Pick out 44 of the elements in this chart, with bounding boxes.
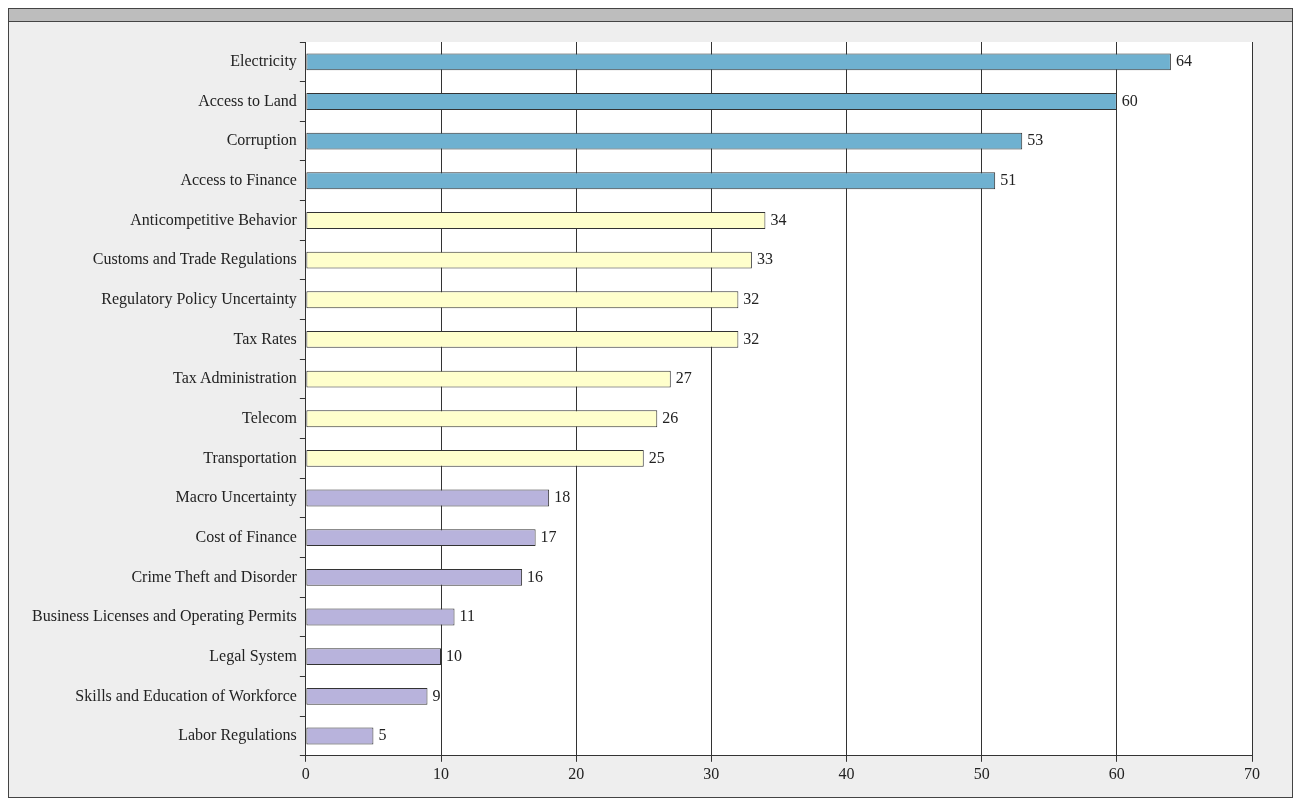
y-tick-label: Business Licenses and Operating Permits	[32, 607, 297, 626]
x-tick-label: 60	[1108, 764, 1125, 782]
y-tick-label: Access to Finance	[180, 171, 297, 188]
y-tick-label: Tax Administration	[173, 369, 297, 387]
y-tick-label: Corruption	[226, 131, 297, 150]
y-tick-label: Anticompetitive Behavior	[130, 210, 298, 229]
data-label: 25	[648, 448, 665, 466]
data-label: 26	[662, 408, 679, 426]
data-label: 16	[527, 567, 544, 585]
y-tick-label: Regulatory Policy Uncertainty	[101, 289, 297, 308]
y-tick-label: Transportation	[203, 448, 297, 467]
y-tick-label: Customs and Trade Regulations	[92, 250, 297, 269]
data-label: 17	[540, 527, 557, 545]
y-tick-label: Legal System	[209, 646, 298, 665]
data-label: 18	[554, 488, 571, 506]
data-label: 33	[756, 250, 773, 268]
y-tick-label: Labor Regulations	[178, 726, 297, 745]
y-tick-label: Access to Land	[198, 91, 297, 109]
y-tick-label: Telecom	[241, 408, 298, 426]
data-label: 53	[1027, 131, 1044, 149]
x-tick-label: 70	[1244, 764, 1260, 782]
x-tick-label: 10	[433, 764, 450, 782]
y-tick-label: Tax Rates	[233, 329, 297, 347]
data-label: 9	[432, 686, 441, 704]
data-label: 32	[743, 329, 760, 347]
data-label: 27	[675, 369, 692, 387]
data-label: 10	[446, 646, 463, 664]
x-tick-label: 30	[703, 764, 720, 782]
data-label: 34	[770, 210, 787, 228]
data-label: 11	[459, 607, 475, 625]
y-tick-label: Electricity	[230, 52, 297, 71]
x-tick-label: 40	[838, 764, 855, 782]
x-tick-label: 20	[568, 764, 585, 782]
y-tick-label: Macro Uncertainty	[175, 488, 297, 507]
y-tick-label: Skills and Education of Workforce	[75, 686, 297, 704]
data-label: 64	[1175, 52, 1192, 70]
data-label: 51	[1000, 171, 1017, 188]
data-label: 60	[1121, 91, 1138, 109]
x-tick-label: 0	[301, 764, 310, 782]
y-tick-label: Crime Theft and Disorder	[131, 567, 298, 585]
x-tick-label: 50	[973, 764, 990, 782]
data-label: 32	[743, 289, 760, 307]
data-label: 5	[378, 726, 387, 744]
y-tick-label: Cost of Finance	[195, 527, 297, 545]
